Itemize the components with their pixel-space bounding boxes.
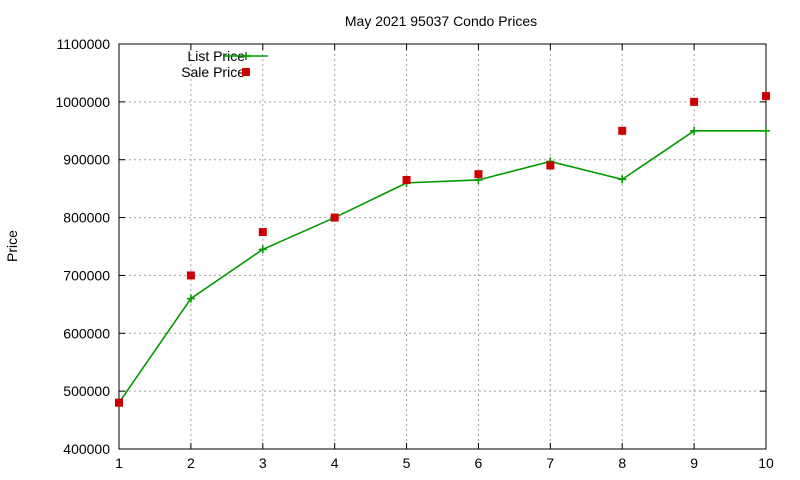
series-1 <box>115 92 770 407</box>
series-layer <box>115 92 770 407</box>
y-tick-label: 500000 <box>63 383 110 399</box>
y-tick-label: 1000000 <box>55 94 110 110</box>
y-tick-label: 1100000 <box>57 36 111 52</box>
list-price-point <box>690 126 699 135</box>
sale-price-point <box>115 398 123 407</box>
sale-price-point <box>258 228 267 237</box>
plot-area-frame <box>118 43 767 450</box>
chart-title: May 2021 95037 Condo Prices <box>345 13 537 29</box>
legend-label: List Price <box>187 48 245 64</box>
legend-marker <box>242 52 250 60</box>
x-tick-label: 3 <box>259 455 267 471</box>
list-price-point <box>618 175 627 184</box>
sale-price-point <box>186 271 195 280</box>
y-tick-label: 900000 <box>63 152 110 168</box>
y-tick-label: 700000 <box>63 267 110 283</box>
x-tick-label: 2 <box>187 455 195 471</box>
list-price-point <box>762 126 770 135</box>
sale-price-point <box>546 161 555 170</box>
y-tick-label: 800000 <box>63 210 110 226</box>
x-tick-label: 9 <box>690 455 698 471</box>
x-tick-label: 10 <box>758 455 774 471</box>
series-line-list-price <box>118 129 766 404</box>
sale-price-point <box>402 175 411 184</box>
sale-price-point <box>330 213 339 222</box>
sale-price-point <box>474 170 483 179</box>
x-tick-label: 8 <box>618 455 626 471</box>
sale-price-point <box>618 126 627 135</box>
y-tick-label: 400000 <box>63 441 110 457</box>
x-tick-label: 7 <box>546 455 554 471</box>
x-tick-label: 5 <box>403 455 411 471</box>
x-tick-label: 6 <box>475 455 483 471</box>
list-price-point <box>258 245 267 254</box>
legend-label: Sale Price <box>181 64 245 80</box>
sale-price-point <box>762 92 770 101</box>
axis-ticks: 400000 500000 600000 700000 800000 900000 1000… <box>55 36 774 471</box>
sale-price-point <box>690 97 699 106</box>
x-tick-label: 1 <box>115 455 123 471</box>
legend-marker <box>242 68 250 76</box>
list-price-point <box>186 294 195 303</box>
y-tick-label: 600000 <box>63 325 110 341</box>
x-tick-label: 4 <box>331 455 339 471</box>
y-axis-label: Price <box>4 230 20 262</box>
